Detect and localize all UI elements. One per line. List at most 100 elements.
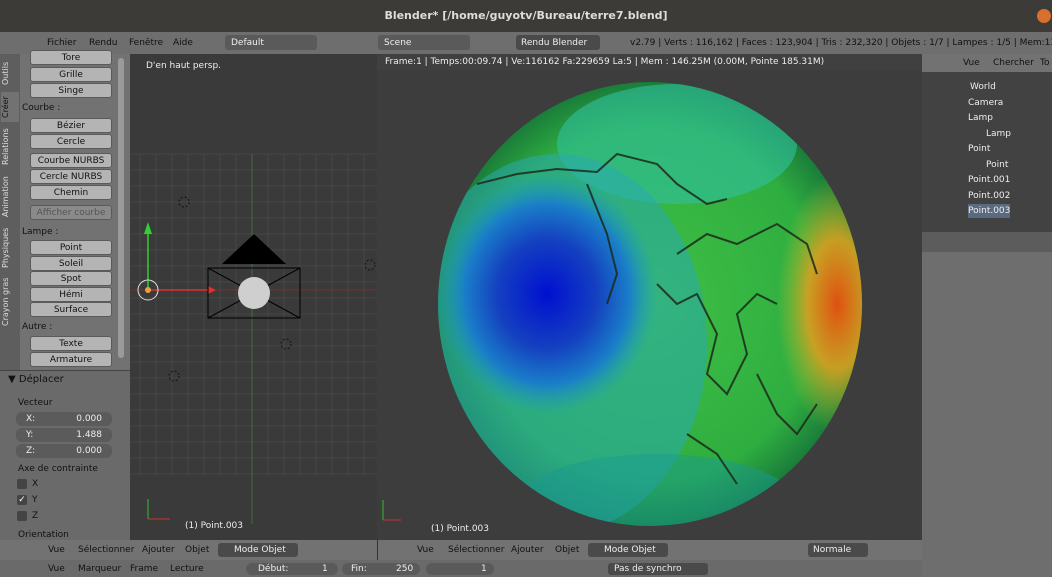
tool-button[interactable]: Point xyxy=(30,240,112,255)
mode-field[interactable] xyxy=(588,543,668,557)
sync-field[interactable] xyxy=(608,563,708,575)
tool-button[interactable]: Hémi xyxy=(30,287,112,302)
vector-field[interactable]: X: 0.000 xyxy=(16,412,112,426)
outliner-row[interactable]: Point xyxy=(986,160,1009,170)
mode-label: Mode Objet xyxy=(604,545,656,555)
tool-button[interactable]: Tore xyxy=(30,50,112,65)
header-item[interactable]: Vue xyxy=(48,545,65,555)
current-frame: 1 xyxy=(481,564,487,574)
menu-item[interactable]: Fichier xyxy=(47,38,77,48)
title-bar xyxy=(0,0,1052,32)
tool-button[interactable]: Cercle xyxy=(30,134,112,149)
tool-button[interactable]: Grille xyxy=(30,67,112,82)
operator-title: Déplacer xyxy=(18,374,64,385)
tab[interactable]: Relations xyxy=(1,128,10,166)
field-value: 0.000 xyxy=(76,414,102,424)
checkbox[interactable] xyxy=(17,511,27,521)
engine-field[interactable] xyxy=(516,35,600,50)
tab[interactable]: Créer xyxy=(1,92,19,122)
outliner-row[interactable]: Point.001 xyxy=(968,175,1011,185)
vector-label: Vecteur xyxy=(18,398,53,408)
tab[interactable]: Crayon gras xyxy=(1,277,10,327)
constraint-label: Axe de contrainte xyxy=(18,464,98,474)
tool-button[interactable]: Surface xyxy=(30,302,112,317)
menu-item[interactable]: Rendu xyxy=(89,38,118,48)
header-item[interactable]: Marqueur xyxy=(78,564,122,574)
tool-button[interactable]: Courbe NURBS xyxy=(30,153,112,168)
tool-button[interactable]: Texte xyxy=(30,336,112,351)
tool-button[interactable]: Bézier xyxy=(30,118,112,133)
outliner-row[interactable]: Lamp xyxy=(986,129,1012,139)
vector-field[interactable]: Y: 1.488 xyxy=(16,428,112,442)
checkbox[interactable] xyxy=(17,479,27,489)
outliner-row[interactable]: Camera xyxy=(968,98,1004,108)
outliner-row[interactable]: Point xyxy=(968,144,991,154)
tool-button[interactable]: Armature xyxy=(30,352,112,367)
axis-label: X xyxy=(32,479,39,489)
field-label: X: xyxy=(26,414,36,424)
tab[interactable]: Physiques xyxy=(1,227,10,269)
axis-label: Z xyxy=(32,511,39,521)
viewport-info: Frame:1 | Temps:00:09.74 | Ve:116162 Fa:… xyxy=(385,57,825,67)
header-item[interactable]: Sélectionner xyxy=(448,545,505,555)
outliner-row[interactable]: Point.003 xyxy=(968,204,1011,218)
header-item[interactable]: Vue xyxy=(963,58,980,68)
header-item[interactable]: Ajouter xyxy=(142,545,175,555)
header-item[interactable]: Vue xyxy=(48,564,65,574)
outliner xyxy=(922,54,1052,232)
layout-name: Default xyxy=(231,38,264,48)
header-item[interactable]: Lecture xyxy=(170,564,204,574)
scene-field[interactable] xyxy=(378,35,470,50)
end-value: 250 xyxy=(396,564,414,574)
field-value: 1.488 xyxy=(76,430,102,440)
tool-button[interactable]: Singe xyxy=(30,83,112,98)
window-title: Blender* [/home/guyotv/Bureau/terre7.ble… xyxy=(384,9,668,22)
menu-item[interactable]: Fenêtre xyxy=(129,38,164,48)
outliner-row[interactable]: Point.002 xyxy=(968,191,1011,201)
outliner-row[interactable]: Lamp xyxy=(968,113,994,123)
outliner-header xyxy=(922,54,1052,72)
active-object: (1) Point.003 xyxy=(431,524,489,534)
scene-stats: v2.79 | Verts : 116,162 | Faces : 123,90… xyxy=(630,38,1052,48)
top-viewport xyxy=(130,54,377,540)
header-item[interactable]: Vue xyxy=(417,545,434,555)
header-item[interactable]: To xyxy=(1040,58,1050,68)
tab[interactable]: Outils xyxy=(1,61,10,85)
header-item[interactable]: Frame xyxy=(130,564,159,574)
header-item[interactable]: Chercher xyxy=(993,58,1034,68)
menu-item[interactable]: Aide xyxy=(173,38,193,48)
field-label: Y: xyxy=(26,430,34,440)
tab-strip xyxy=(0,54,20,370)
mode-field[interactable] xyxy=(218,543,298,557)
field-value: 0.000 xyxy=(76,446,102,456)
header-item[interactable]: Sélectionner xyxy=(78,545,135,555)
end-field[interactable] xyxy=(342,563,420,575)
start-value: 1 xyxy=(322,564,328,574)
tool-button[interactable]: Chemin xyxy=(30,185,112,200)
sync-mode: Pas de synchro xyxy=(614,564,682,574)
checkbox-checked[interactable]: ✓ xyxy=(17,495,27,505)
field-label: Z: xyxy=(26,446,36,456)
start-label: Début: xyxy=(258,564,289,574)
tool-button[interactable]: Afficher courbe xyxy=(30,205,112,220)
pivot-field[interactable] xyxy=(808,543,868,557)
outliner-row[interactable]: World xyxy=(970,82,996,92)
camera-viewport xyxy=(377,54,922,540)
close-button[interactable] xyxy=(1037,9,1051,23)
start-field[interactable] xyxy=(246,563,338,575)
layout-field[interactable] xyxy=(225,35,317,50)
tool-button[interactable]: Cercle NURBS xyxy=(30,169,112,184)
mode-label: Mode Objet xyxy=(234,545,286,555)
tool-button[interactable]: Soleil xyxy=(30,256,112,271)
header-item[interactable]: Objet xyxy=(555,545,580,555)
tool-button[interactable]: Spot xyxy=(30,271,112,286)
vector-field[interactable]: Z: 0.000 xyxy=(16,444,112,458)
header-item[interactable]: Objet xyxy=(185,545,210,555)
current-frame-field[interactable] xyxy=(426,563,494,575)
tab[interactable]: Animation xyxy=(1,176,10,218)
axis-label: Y xyxy=(32,495,38,505)
active-object: (1) Point.003 xyxy=(185,521,243,531)
scrollbar[interactable] xyxy=(118,58,124,358)
header-item[interactable]: Ajouter xyxy=(511,545,544,555)
